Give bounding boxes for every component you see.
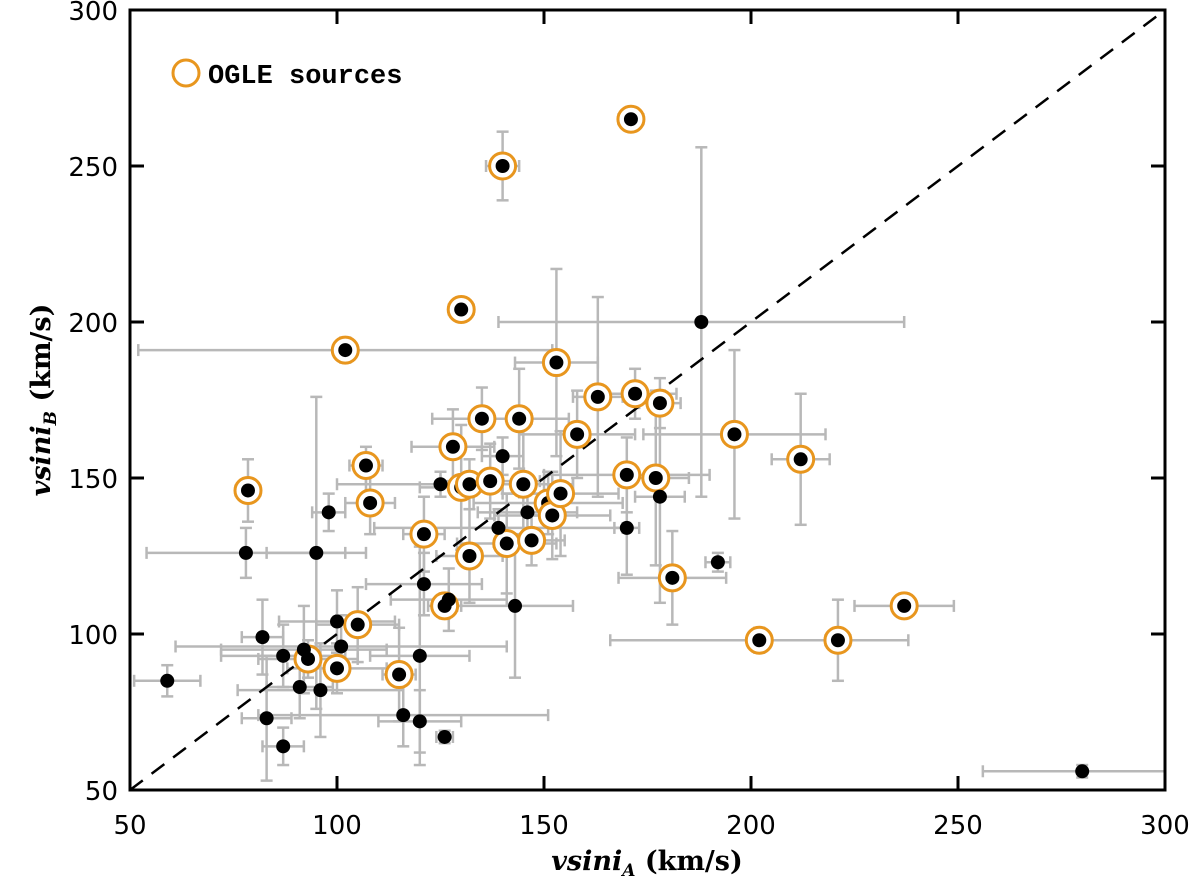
data-point — [412, 714, 427, 729]
data-point — [433, 477, 448, 492]
data-point-ogle — [549, 355, 564, 370]
data-point — [416, 577, 431, 592]
data-point — [495, 449, 510, 464]
error-bars — [132, 108, 1167, 782]
x-tick-label: 50 — [113, 811, 146, 841]
legend: OGLE sources — [171, 58, 402, 92]
x-tick-label: 200 — [726, 811, 776, 841]
y-tick-label: 50 — [85, 777, 118, 807]
data-point — [437, 729, 452, 744]
data-point — [652, 489, 667, 504]
data-point-ogle — [516, 477, 531, 492]
data-point-ogle — [392, 667, 407, 682]
y-tick-label: 200 — [68, 309, 118, 339]
data-point — [292, 680, 307, 695]
data-point-ogle — [652, 396, 667, 411]
x-tick-label: 250 — [933, 811, 983, 841]
axis-ticks: 50 100 150 200 250 300 50 100 150 200 250 300 — [68, 0, 1189, 841]
data-point — [276, 739, 291, 754]
data-point — [238, 545, 253, 560]
data-point-ogle — [454, 302, 469, 317]
data-point-ogle — [524, 533, 539, 548]
data-point-ogle — [545, 508, 560, 523]
data-point — [619, 520, 634, 535]
data-point-ogle — [350, 617, 365, 632]
data-point-ogle — [512, 411, 527, 426]
data-point — [255, 630, 270, 645]
data-point — [330, 614, 344, 629]
data-point-ogle — [240, 483, 255, 498]
legend-ogle-marker — [171, 58, 201, 88]
data-point — [313, 683, 328, 698]
y-tick-label: 100 — [68, 621, 118, 651]
data-point-ogle — [570, 427, 585, 442]
data-point — [276, 648, 291, 663]
y-tick-label: 300 — [68, 0, 118, 27]
x-tick-label: 100 — [312, 811, 362, 841]
data-point-ogle — [338, 343, 353, 358]
data-point-ogle — [590, 389, 605, 404]
y-tick-label: 250 — [68, 153, 118, 183]
data-point — [508, 598, 523, 613]
data-point — [321, 505, 336, 520]
x-tick-label: 150 — [519, 811, 569, 841]
data-point — [396, 708, 411, 723]
data-point-ogle — [628, 386, 643, 401]
data-point-ogle — [623, 112, 638, 127]
error-bar — [981, 763, 1167, 779]
plot-frame — [128, 8, 1167, 792]
data-point — [296, 642, 311, 657]
data-point-ogle — [665, 570, 680, 585]
data-point — [520, 505, 535, 520]
data-point — [491, 520, 506, 535]
data-points — [160, 104, 1090, 779]
data-point — [160, 673, 175, 688]
data-point-ogle — [462, 549, 477, 563]
data-point-ogle — [416, 527, 431, 542]
y-tick-label: 150 — [68, 465, 118, 495]
data-point-ogle — [363, 495, 378, 510]
x-axis-label: vsiniA (km/s) — [551, 846, 743, 881]
data-point-ogle — [330, 661, 344, 676]
data-point-ogle — [553, 486, 568, 501]
data-point — [1075, 764, 1090, 779]
data-point — [259, 711, 274, 726]
data-point-ogle — [499, 536, 514, 551]
data-point-ogle — [727, 427, 742, 442]
legend-label: OGLE sources — [208, 62, 402, 92]
data-point — [412, 648, 427, 663]
data-point-ogle — [483, 474, 498, 489]
data-point — [694, 315, 709, 329]
data-point — [710, 555, 725, 570]
y-axis-label: vsiniB (km/s) — [26, 304, 61, 497]
data-point — [309, 545, 324, 560]
data-point-ogle — [648, 471, 663, 485]
data-point-ogle — [445, 439, 460, 454]
data-point-ogle — [752, 633, 767, 648]
data-point — [441, 592, 456, 607]
data-point — [334, 639, 349, 654]
data-point-ogle — [793, 452, 808, 467]
x-tick-label: 300 — [1140, 811, 1190, 841]
data-point-ogle — [830, 633, 845, 648]
data-point-ogle — [897, 598, 912, 613]
data-point-ogle — [474, 411, 489, 426]
data-point-ogle — [358, 458, 373, 473]
data-point-ogle — [619, 467, 634, 482]
data-point-ogle — [462, 477, 477, 492]
data-point-ogle — [495, 159, 510, 173]
